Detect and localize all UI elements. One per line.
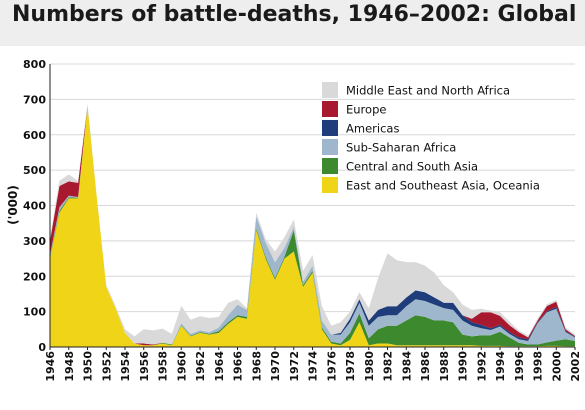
- y-tick-label: 800: [23, 58, 46, 71]
- x-tick-label: 1988: [438, 351, 451, 382]
- chart-title: Numbers of battle-deaths, 1946–2002: Glo…: [12, 2, 577, 27]
- x-tick-label: 1976: [325, 351, 338, 382]
- x-tick-label: 2002: [569, 351, 582, 382]
- x-tick-label: 1984: [400, 351, 413, 382]
- x-tick-label: 1960: [175, 351, 188, 382]
- legend-label: East and Southeast Asia, Oceania: [346, 179, 540, 193]
- x-tick-label: 1998: [532, 351, 545, 382]
- x-tick-label: 1956: [138, 351, 151, 382]
- x-tick-label: 1974: [307, 351, 320, 382]
- x-tick-label: 1948: [63, 351, 76, 382]
- x-tick-label: 1958: [157, 351, 170, 382]
- title-banner: [0, 0, 585, 46]
- x-tick-label: 1982: [382, 351, 395, 382]
- legend-label: Europe: [346, 103, 386, 117]
- legend-swatch: [322, 177, 338, 193]
- x-tick-label: 1980: [363, 351, 376, 382]
- y-tick-label: 400: [23, 200, 46, 213]
- x-tick-label: 1962: [194, 351, 207, 382]
- x-tick-label: 1992: [475, 351, 488, 382]
- x-tick-labels: 1946 1948 1950 1952 1954 1956 1958 1960 1962 1964…: [44, 351, 582, 382]
- y-tick-label: 200: [23, 270, 46, 283]
- x-tick-label: 1970: [269, 351, 282, 382]
- legend-swatch: [322, 82, 338, 98]
- y-axis-label: ('000): [6, 185, 20, 225]
- x-tick-label: 2000: [550, 351, 563, 382]
- stacked-areas: [50, 104, 575, 347]
- legend: Middle East and North Africa Europe Americ…: [322, 82, 540, 193]
- x-tick-label: 1954: [119, 351, 132, 382]
- y-tick-label: 0: [38, 341, 46, 354]
- axes: [49, 64, 576, 350]
- x-tick-label: 1978: [344, 351, 357, 382]
- legend-swatch: [322, 158, 338, 174]
- x-tick-label: 1952: [100, 351, 113, 382]
- legend-label: Middle East and North Africa: [346, 84, 510, 98]
- x-tick-label: 1950: [82, 351, 95, 382]
- legend-swatch: [322, 120, 338, 136]
- x-tick-label: 1994: [494, 351, 507, 382]
- legend-label: Americas: [346, 122, 399, 136]
- y-tick-labels: 0 100 200 300 400 500 600 700 800: [23, 58, 46, 354]
- x-tick-label: 1946: [44, 351, 57, 382]
- legend-label: Sub-Saharan Africa: [346, 141, 456, 155]
- x-tick-label: 1966: [232, 351, 245, 382]
- x-tick-label: 1964: [213, 351, 226, 382]
- legend-label: Central and South Asia: [346, 160, 478, 174]
- legend-swatch: [322, 139, 338, 155]
- x-tick-label: 1972: [288, 351, 301, 382]
- y-tick-label: 100: [23, 306, 46, 319]
- y-tick-label: 300: [23, 235, 46, 248]
- x-tick-label: 1986: [419, 351, 432, 382]
- y-tick-label: 500: [23, 164, 46, 177]
- x-tick-label: 1990: [457, 351, 470, 382]
- x-tick-label: 1968: [250, 351, 263, 382]
- area-series-0: [50, 106, 575, 347]
- y-tick-label: 700: [23, 93, 46, 106]
- x-tick-label: 1996: [513, 351, 526, 382]
- y-tick-label: 600: [23, 129, 46, 142]
- legend-swatch: [322, 101, 338, 117]
